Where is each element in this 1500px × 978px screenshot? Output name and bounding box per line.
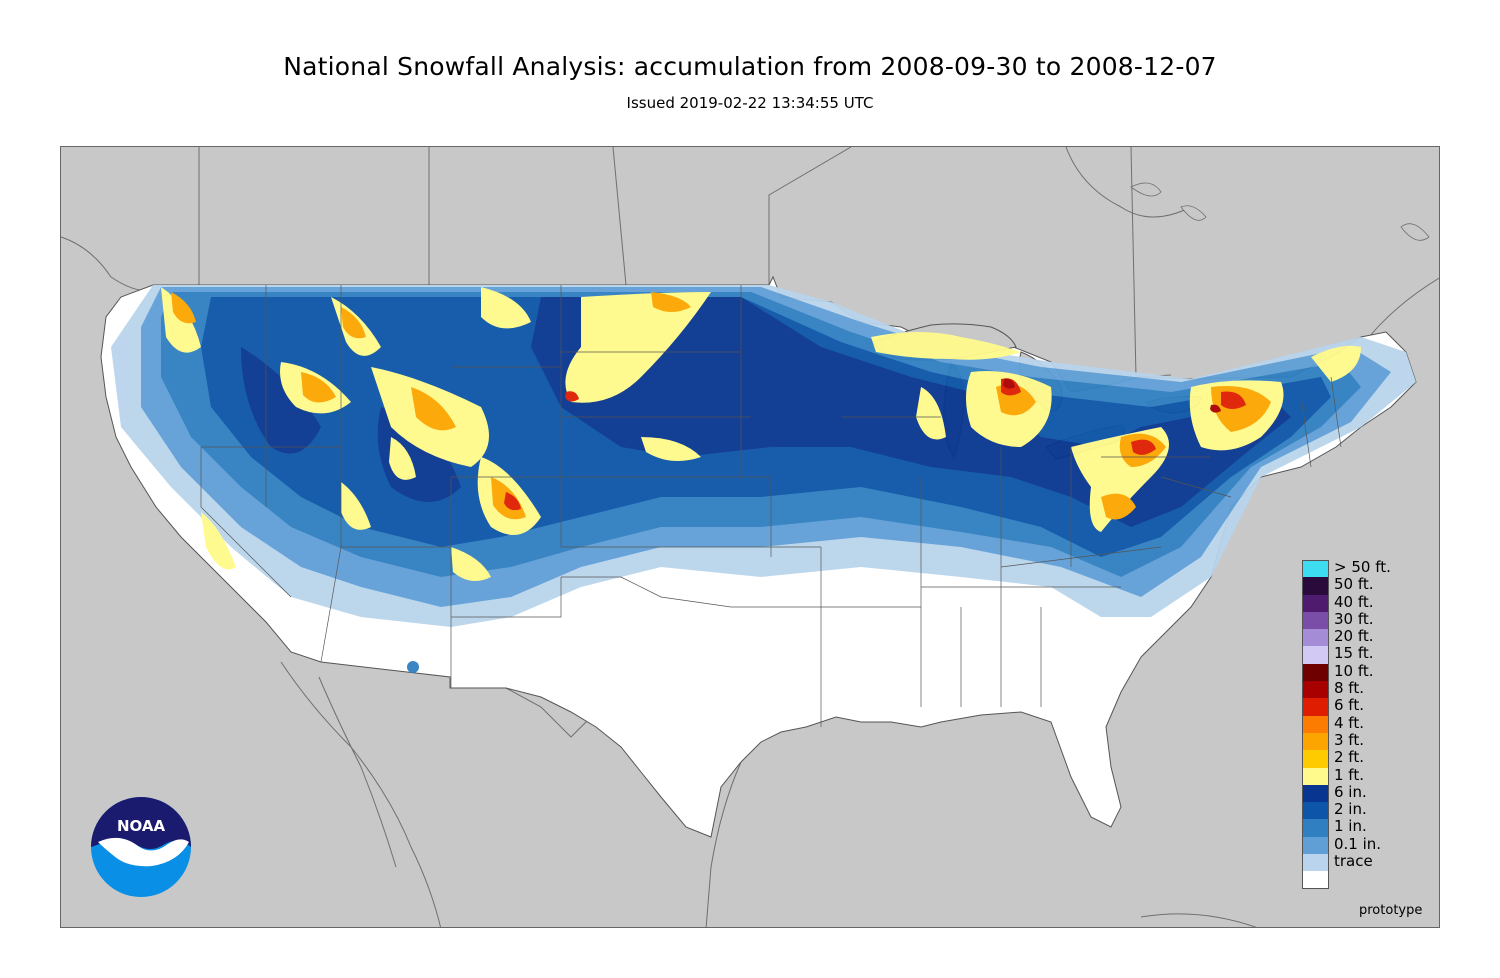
- state-border: [1000, 546, 1162, 568]
- pacific-coast-bc: [61, 236, 157, 291]
- snowfall-map[interactable]: prototype: [60, 146, 1440, 928]
- legend-label: 2 ft.: [1334, 748, 1364, 767]
- state-border: [1300, 396, 1312, 468]
- canada-lake: [1400, 223, 1430, 241]
- legend-swatch: [1302, 611, 1329, 630]
- legend-swatch: [1302, 646, 1329, 664]
- legend-swatch: [1302, 836, 1329, 855]
- canada-lake: [1180, 205, 1207, 221]
- state-border: [1330, 376, 1342, 448]
- canada-lake: [1130, 182, 1162, 197]
- legend-label: 30 ft.: [1334, 609, 1374, 628]
- gulf-coast-mexico: [705, 761, 742, 927]
- state-border: [320, 546, 342, 663]
- legend-swatch: [1302, 629, 1329, 647]
- legend-label: 20 ft.: [1334, 627, 1374, 646]
- cuba: [1140, 913, 1257, 927]
- legend-swatch: [1302, 594, 1329, 612]
- legend-swatch: [1302, 560, 1329, 578]
- legend-label: 8 ft.: [1334, 679, 1364, 698]
- legend-label: trace: [1334, 852, 1373, 871]
- legend-swatch: [1302, 767, 1329, 785]
- legend-label: 6 ft.: [1334, 696, 1364, 715]
- legend-label: 3 ft.: [1334, 730, 1364, 749]
- map-title: National Snowfall Analysis: accumulation…: [283, 52, 1217, 81]
- legend-label: 10 ft.: [1334, 661, 1374, 680]
- legend-swatch: [1302, 871, 1329, 889]
- legend-swatch: [1302, 577, 1329, 595]
- legend-label: 0.1 in.: [1334, 834, 1382, 853]
- legend-label: 1 ft.: [1334, 765, 1364, 784]
- legend-swatch: [1302, 698, 1329, 716]
- legend-label: 4 ft.: [1334, 713, 1364, 732]
- legend-swatch: [1302, 715, 1329, 733]
- legend-label: 40 ft.: [1334, 592, 1374, 611]
- canada-province-border: [612, 147, 627, 286]
- issued-timestamp: Issued 2019-02-22 13:34:55 UTC: [626, 94, 874, 112]
- legend-swatch: [1302, 819, 1329, 837]
- legend-label: 1 in.: [1334, 817, 1367, 836]
- canada-province-border: [1130, 147, 1172, 378]
- legend-swatch: [1302, 663, 1329, 682]
- prototype-label: prototype: [1359, 903, 1423, 918]
- legend-label: 2 in.: [1334, 800, 1367, 819]
- legend-swatch: [1302, 784, 1329, 803]
- state-border: [561, 576, 821, 608]
- state-border: [451, 577, 562, 618]
- legend-label: 6 in.: [1334, 782, 1367, 801]
- legend-swatch: [1302, 854, 1329, 872]
- mexico-baja-coast: [280, 661, 442, 927]
- hudson-bay-coast: [1065, 147, 1192, 218]
- legend-swatch: [1302, 732, 1329, 751]
- noaa-logo-text: NOAA: [117, 817, 166, 835]
- legend-label: > 50 ft.: [1334, 558, 1391, 576]
- legend-label: 15 ft.: [1334, 644, 1374, 663]
- state-border: [200, 447, 292, 598]
- mexico-baja-coast: [318, 676, 397, 868]
- legend-swatch: [1302, 750, 1329, 768]
- legend-label: 50 ft.: [1334, 575, 1374, 594]
- map-canvas: [61, 147, 1439, 927]
- noaa-logo: NOAA: [90, 796, 192, 898]
- legend-swatch: [1302, 802, 1329, 820]
- legend-swatch: [1302, 681, 1329, 699]
- canada-province-border: [768, 147, 852, 285]
- state-border: [1160, 476, 1232, 498]
